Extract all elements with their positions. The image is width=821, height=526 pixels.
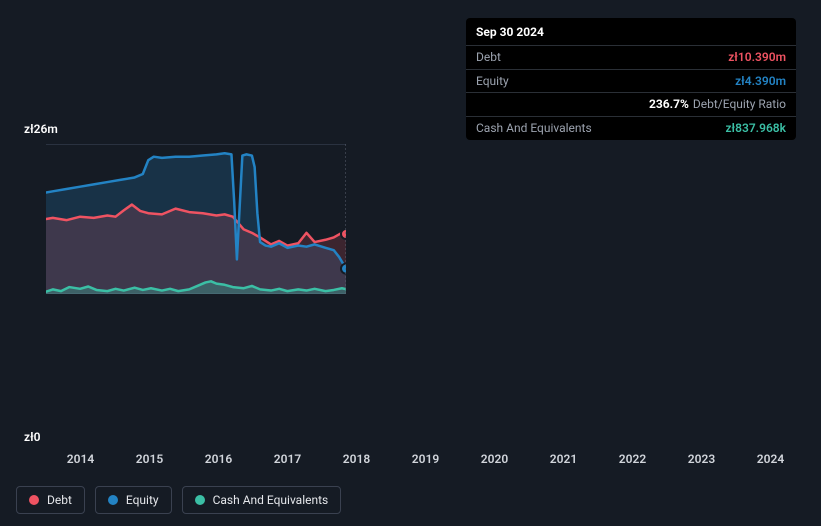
x-tick-label: 2019 <box>391 452 460 470</box>
legend-label: Equity <box>126 493 159 507</box>
x-tick-label: 2015 <box>115 452 184 470</box>
end-marker-equity <box>341 264 346 274</box>
legend: Debt Equity Cash And Equivalents <box>16 486 341 514</box>
tooltip-value-debt: zł10.390m <box>728 49 786 66</box>
tooltip-date: Sep 30 2024 <box>466 18 796 45</box>
x-tick-label: 2022 <box>598 452 667 470</box>
legend-item-equity[interactable]: Equity <box>95 486 172 514</box>
y-axis-min-label: zł0 <box>24 430 41 444</box>
legend-label: Cash And Equivalents <box>213 493 329 507</box>
tooltip-value-ratio: 236.7%Debt/Equity Ratio <box>649 96 786 113</box>
chart-plot[interactable] <box>46 144 346 294</box>
x-tick-label: 2021 <box>529 452 598 470</box>
x-tick-label: 2020 <box>460 452 529 470</box>
x-axis-labels: 2014201520162017201820192020202120222023… <box>46 452 805 470</box>
x-tick-label: 2024 <box>736 452 805 470</box>
cash-color-dot <box>195 495 205 505</box>
legend-item-debt[interactable]: Debt <box>16 486 85 514</box>
tooltip-value-equity: zł4.390m <box>735 73 786 90</box>
x-tick-label: 2014 <box>46 452 115 470</box>
equity-color-dot <box>108 495 118 505</box>
end-marker-debt <box>341 229 346 239</box>
y-axis-max-label: zł26m <box>24 122 58 136</box>
tooltip-row-debt: Debt zł10.390m <box>466 45 796 69</box>
tooltip-row-ratio: 236.7%Debt/Equity Ratio <box>466 92 796 116</box>
legend-item-cash[interactable]: Cash And Equivalents <box>182 486 342 514</box>
x-tick-label: 2018 <box>322 452 391 470</box>
x-tick-label: 2016 <box>184 452 253 470</box>
tooltip-label-equity: Equity <box>476 73 509 90</box>
x-tick-label: 2017 <box>253 452 322 470</box>
legend-label: Debt <box>47 493 72 507</box>
debt-color-dot <box>29 495 39 505</box>
tooltip-label-debt: Debt <box>476 49 501 66</box>
tooltip-row-equity: Equity zł4.390m <box>466 69 796 93</box>
chart-container: zł26m zł0 201420152016201720182019202020… <box>16 120 805 470</box>
x-tick-label: 2023 <box>667 452 736 470</box>
